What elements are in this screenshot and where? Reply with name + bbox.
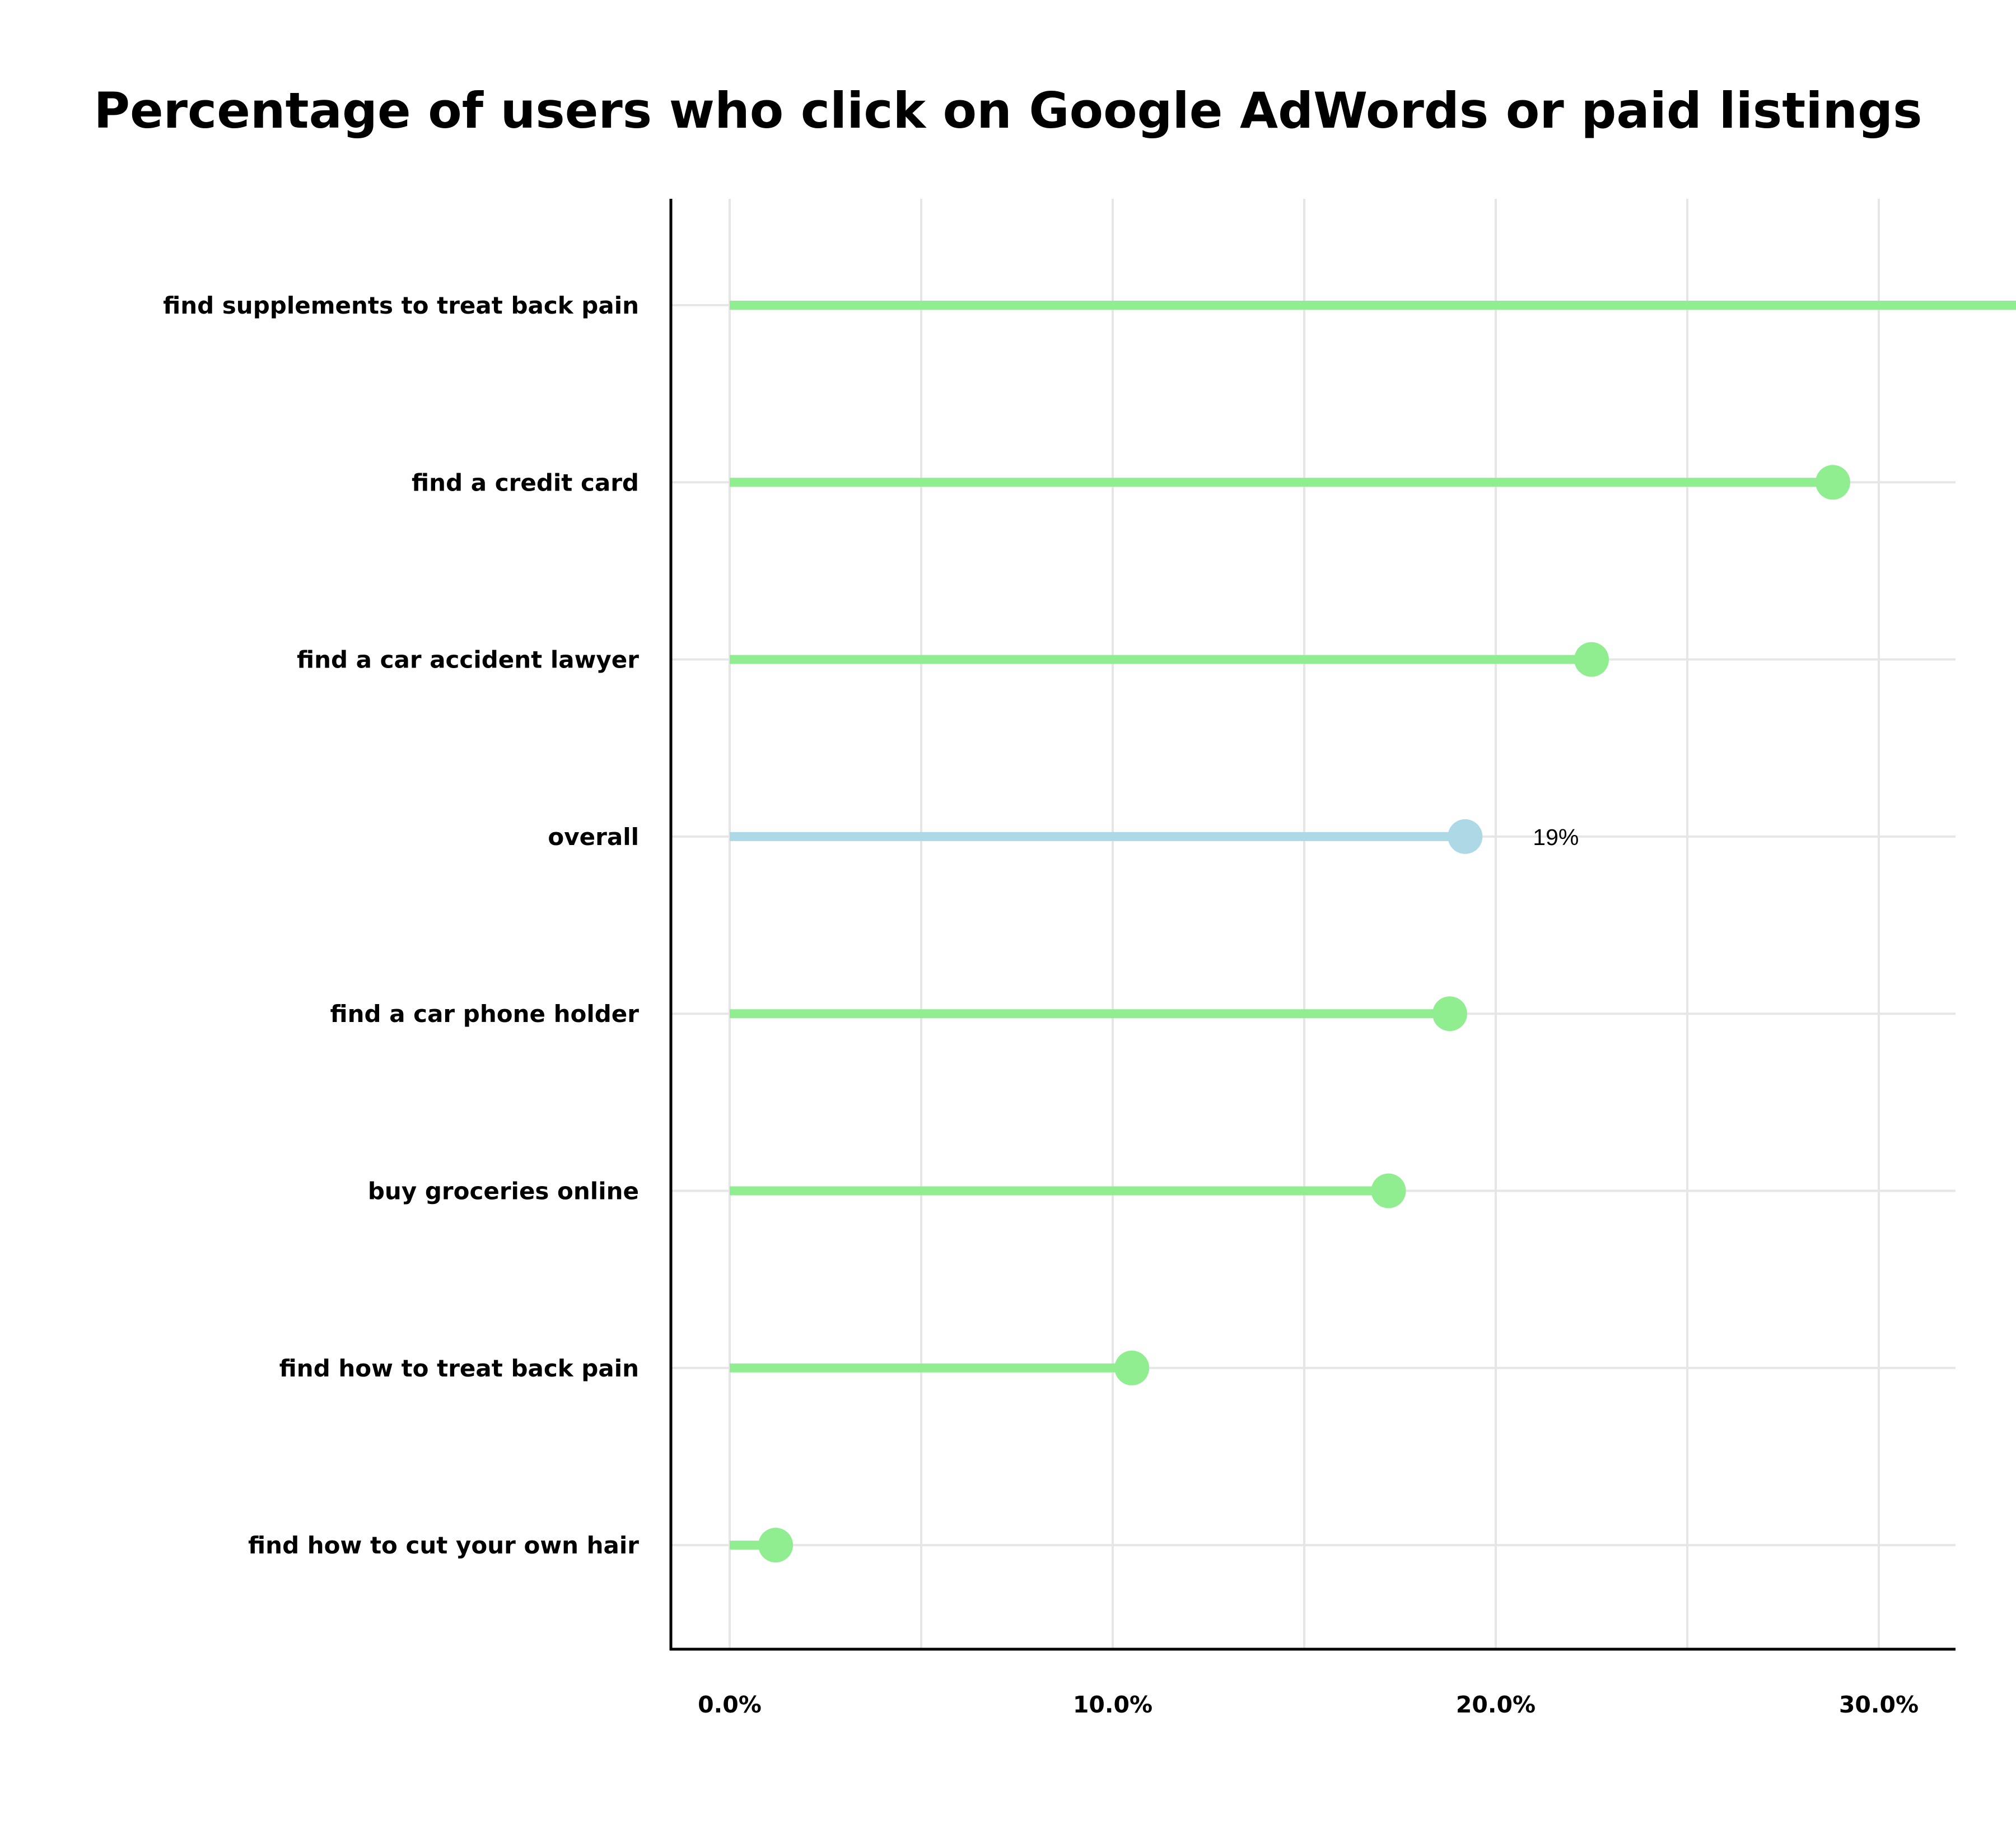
category-label: find a car accident lawyer	[297, 646, 639, 674]
labels-layer: 0.0% 10.0% 20.0% 30.0% find supplements to t…	[163, 292, 1919, 1718]
dots-layer	[758, 465, 1850, 1563]
stems-layer	[730, 301, 2016, 1550]
lollipop-dot	[758, 1528, 794, 1563]
grid-layer	[671, 199, 1956, 1649]
axis-layer	[669, 199, 1956, 1651]
category-label: find how to cut your own hair	[248, 1532, 639, 1559]
x-tick-label: 0.0%	[698, 1691, 762, 1718]
data-label: 19%	[1533, 824, 1579, 850]
category-label: find supplements to treat back pain	[163, 292, 639, 319]
lollipop-dot	[1114, 1350, 1150, 1385]
category-label: buy groceries online	[368, 1178, 639, 1205]
x-tick-label: 30.0%	[1839, 1691, 1919, 1718]
lollipop-dot	[1371, 1173, 1406, 1208]
lollipop-dot	[1815, 465, 1850, 500]
lollipop-dot	[1432, 996, 1467, 1032]
category-label: find how to treat back pain	[279, 1355, 639, 1382]
lollipop-dot	[1574, 642, 1609, 677]
category-label: find a car phone holder	[330, 1000, 640, 1028]
x-tick-label: 20.0%	[1456, 1691, 1536, 1718]
chart-title: Percentage of users who click on Google …	[94, 82, 1922, 139]
category-label: find a credit card	[412, 469, 639, 496]
category-label: overall	[548, 823, 639, 851]
lollipop-dot	[1448, 819, 1483, 854]
x-tick-label: 10.0%	[1073, 1691, 1152, 1718]
